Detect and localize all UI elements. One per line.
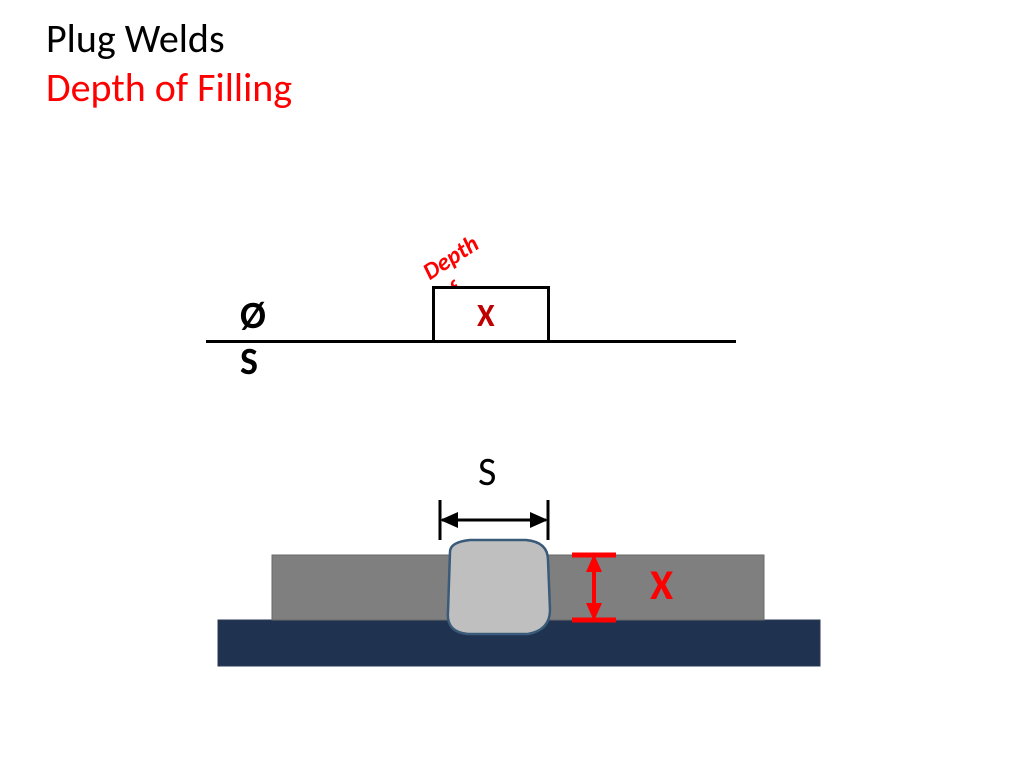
x-dimension-label: X xyxy=(650,560,673,611)
s-dimension-arrow xyxy=(440,500,548,540)
section-svg xyxy=(0,0,1024,768)
weld-fill xyxy=(448,540,550,634)
top-plate-left xyxy=(272,555,450,620)
